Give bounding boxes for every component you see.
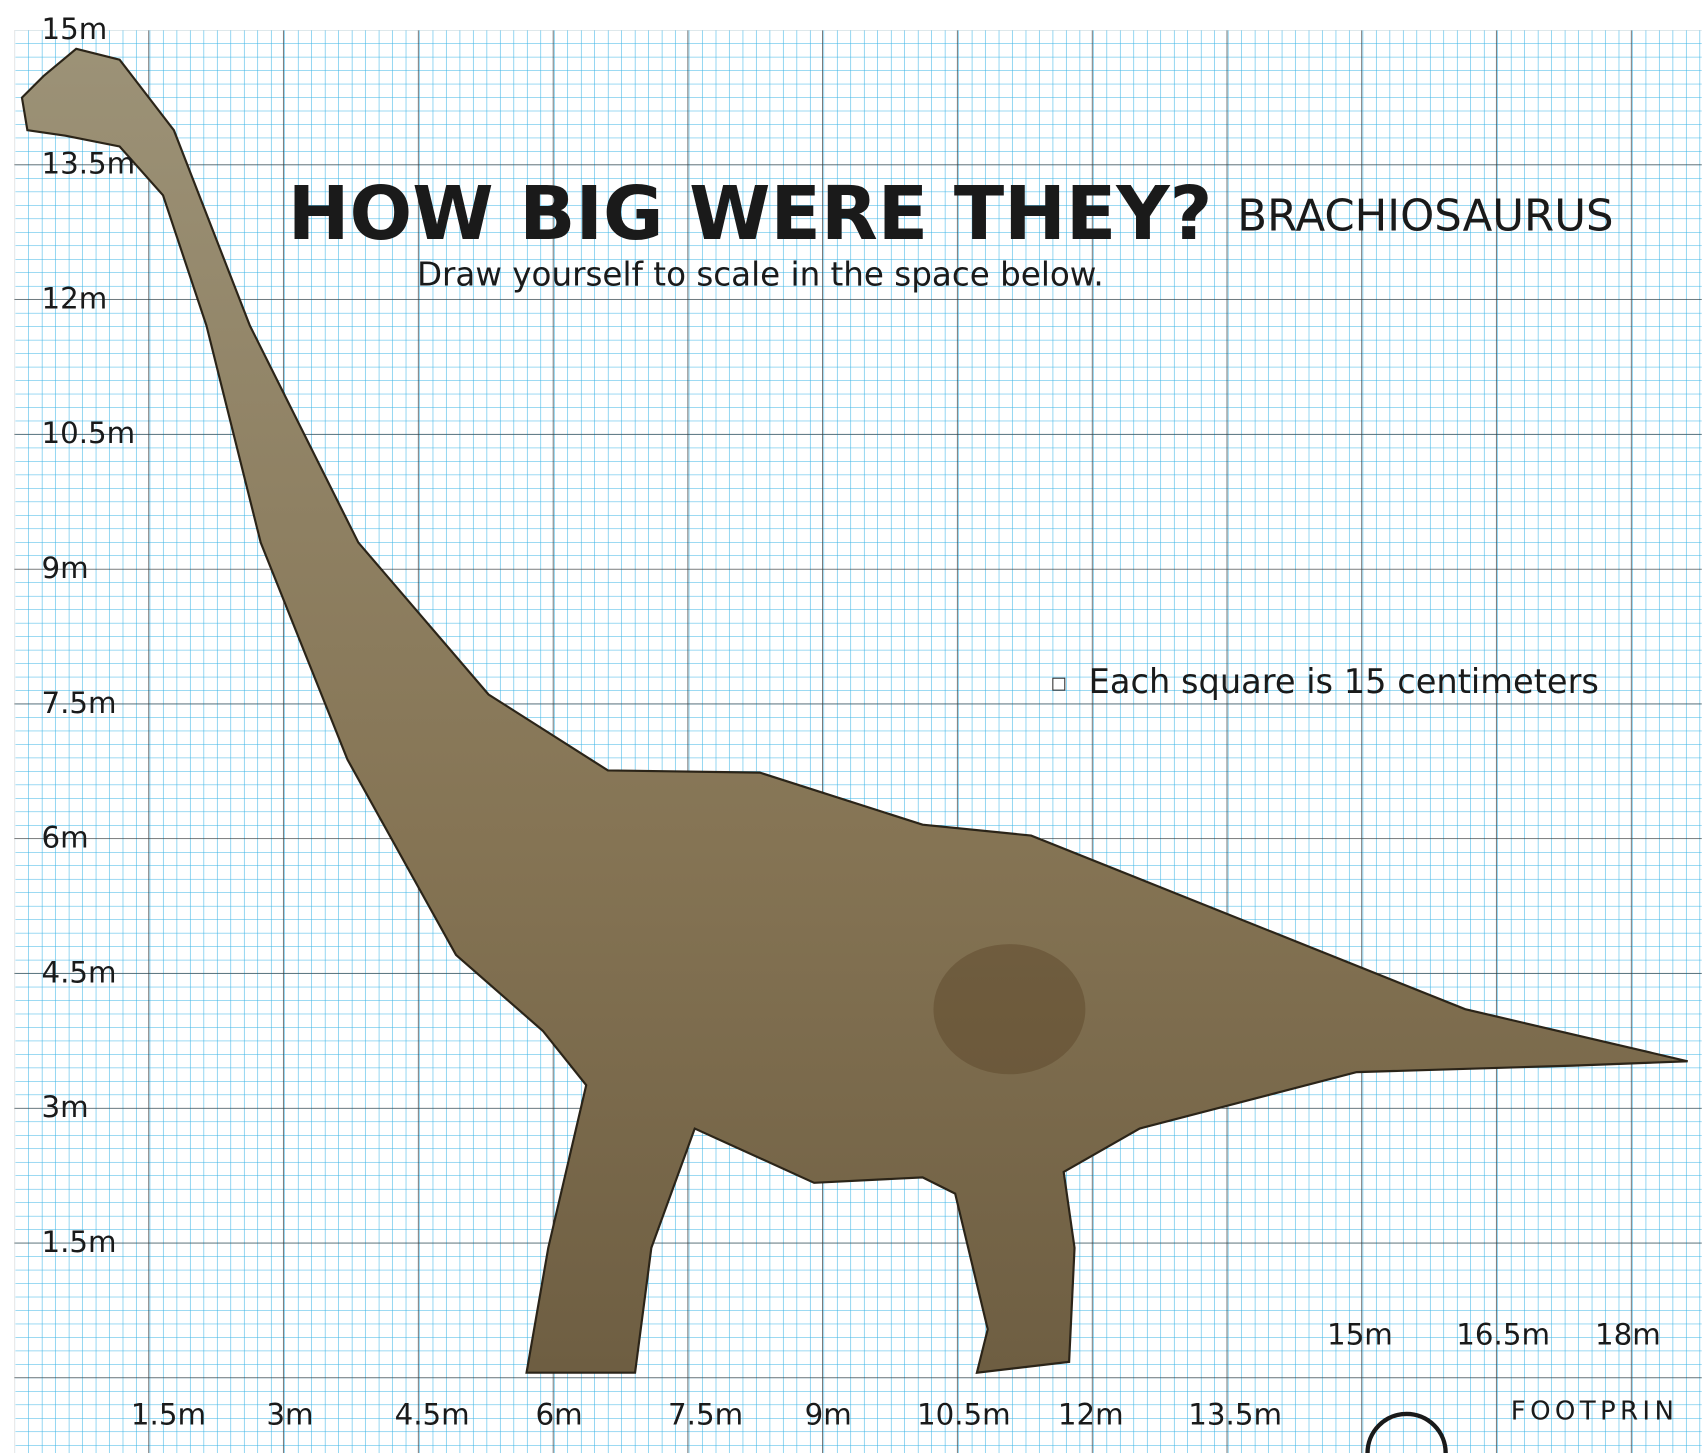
- y-label: 15m: [41, 12, 107, 46]
- y-label: 6m: [41, 821, 88, 855]
- x-label: 7.5m: [668, 1398, 743, 1432]
- x-label: 12m: [1058, 1398, 1124, 1432]
- y-label: 13.5m: [41, 147, 135, 181]
- x-label: 13.5m: [1188, 1398, 1282, 1432]
- y-label: 4.5m: [41, 955, 116, 989]
- x-label: 9m: [805, 1398, 852, 1432]
- x-label: 6m: [536, 1398, 583, 1432]
- y-label: 3m: [41, 1090, 88, 1124]
- square-icon: [1053, 678, 1065, 690]
- y-label: 7.5m: [41, 686, 116, 720]
- logo-text: FOOTPRIN: [1511, 1396, 1679, 1426]
- x-label-upper: 16.5m: [1456, 1317, 1550, 1351]
- title: HOW BIG WERE THEY?: [288, 172, 1213, 257]
- species: BRACHIOSAURUS: [1237, 192, 1613, 242]
- x-label-upper: 18m: [1595, 1317, 1661, 1351]
- x-label-upper: 15m: [1327, 1317, 1393, 1351]
- subtitle: Draw yourself to scale in the space belo…: [417, 256, 1104, 294]
- x-label: 10.5m: [917, 1398, 1011, 1432]
- y-label: 10.5m: [41, 416, 135, 450]
- shading: [933, 944, 1085, 1074]
- x-label: 3m: [266, 1398, 313, 1432]
- y-label: 12m: [41, 281, 107, 315]
- x-label: 4.5m: [395, 1398, 470, 1432]
- y-label: 1.5m: [41, 1225, 116, 1259]
- page: HOW BIG WERE THEY? BRACHIOSAURUS Draw yo…: [0, 0, 1702, 1453]
- worksheet: HOW BIG WERE THEY? BRACHIOSAURUS Draw yo…: [0, 0, 1702, 1453]
- x-label: 1.5m: [131, 1398, 206, 1432]
- y-label: 9m: [41, 551, 88, 585]
- scale-note: Each square is 15 centimeters: [1089, 662, 1599, 701]
